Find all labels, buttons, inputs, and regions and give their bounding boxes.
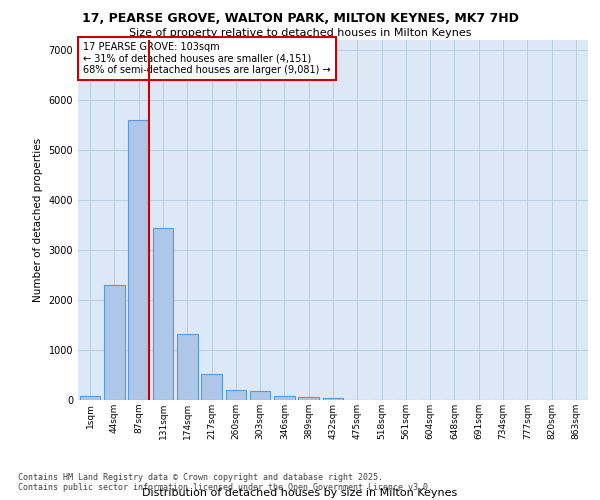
Bar <box>104 285 125 400</box>
Bar <box>177 334 197 400</box>
Text: Size of property relative to detached houses in Milton Keynes: Size of property relative to detached ho… <box>129 28 471 38</box>
Bar <box>226 390 246 400</box>
Text: 17, PEARSE GROVE, WALTON PARK, MILTON KEYNES, MK7 7HD: 17, PEARSE GROVE, WALTON PARK, MILTON KE… <box>82 12 518 26</box>
Text: Contains public sector information licensed under the Open Government Licence v3: Contains public sector information licen… <box>18 482 433 492</box>
Y-axis label: Number of detached properties: Number of detached properties <box>33 138 43 302</box>
Bar <box>128 120 149 400</box>
Bar <box>323 398 343 400</box>
Bar <box>152 228 173 400</box>
Text: Contains HM Land Registry data © Crown copyright and database right 2025.: Contains HM Land Registry data © Crown c… <box>18 472 383 482</box>
Bar <box>274 396 295 400</box>
Text: 17 PEARSE GROVE: 103sqm
← 31% of detached houses are smaller (4,151)
68% of semi: 17 PEARSE GROVE: 103sqm ← 31% of detache… <box>83 42 331 75</box>
Bar <box>250 391 271 400</box>
Text: Distribution of detached houses by size in Milton Keynes: Distribution of detached houses by size … <box>142 488 458 498</box>
Bar <box>201 374 222 400</box>
Bar <box>298 397 319 400</box>
Bar <box>80 396 100 400</box>
